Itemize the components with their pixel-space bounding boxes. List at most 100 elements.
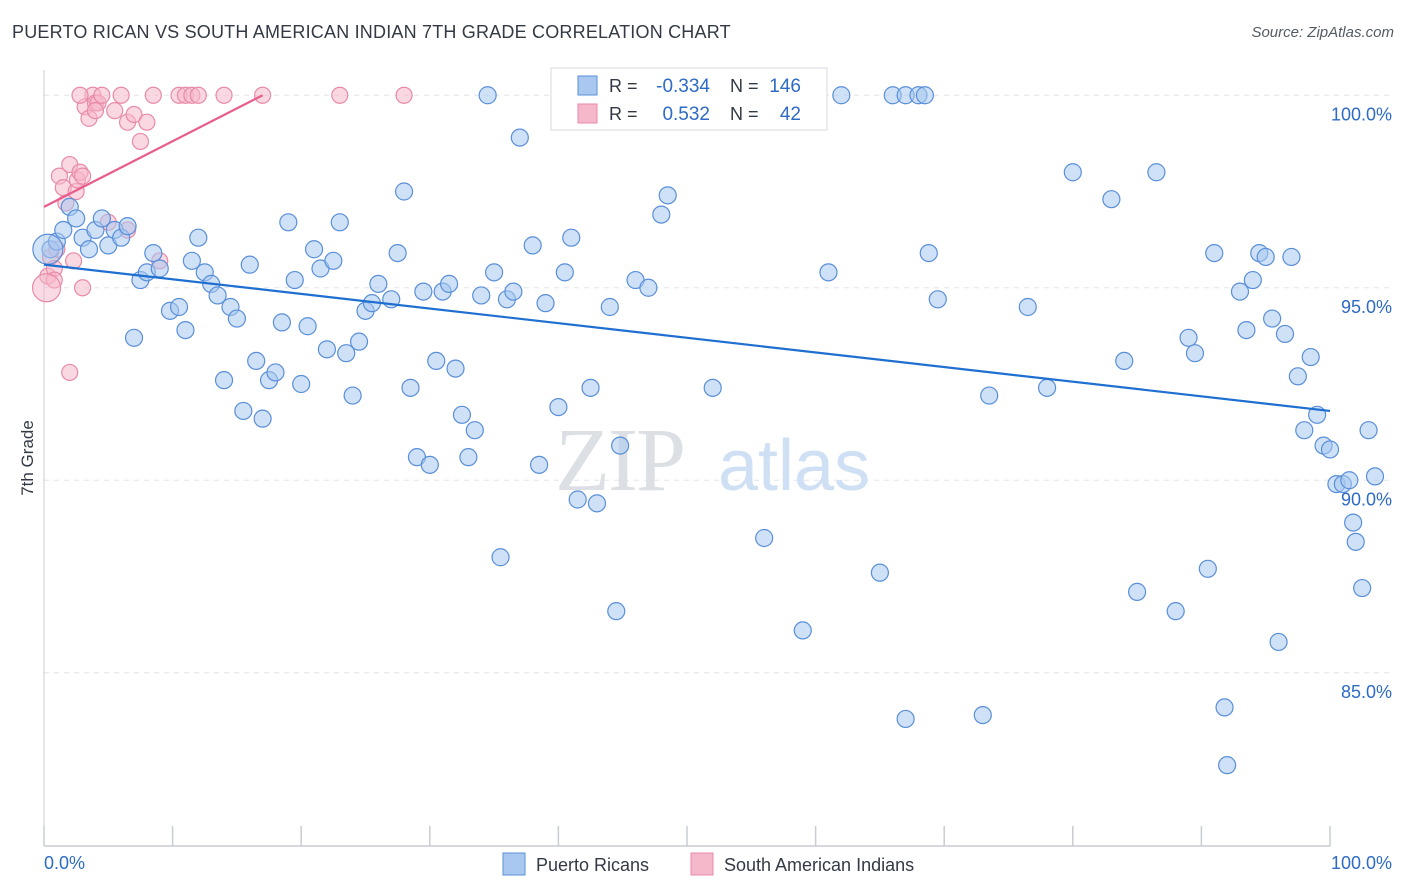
- puerto-rican-point-131: [1282, 247, 1301, 267]
- puerto-rican-trend-line: [43, 263, 1331, 413]
- south-american-indian-point-20: [106, 102, 124, 120]
- puerto-rican-point-109: [1018, 297, 1037, 317]
- y-tick-label-3: 85.0%: [1341, 682, 1392, 702]
- legend-n-value-2: 42: [780, 104, 801, 125]
- puerto-rican-point-17: [150, 259, 169, 278]
- legend-r-value-1: -0.334: [656, 76, 710, 97]
- puerto-rican-point-52: [388, 244, 407, 263]
- puerto-rican-point-127: [1256, 247, 1275, 267]
- puerto-rican-point-56: [414, 282, 433, 301]
- puerto-rican-point-42: [317, 340, 337, 359]
- puerto-rican-point-125: [1243, 270, 1262, 290]
- puerto-rican-point-45: [337, 344, 356, 363]
- puerto-rican-point-39: [298, 317, 317, 336]
- puerto-rican-cluster-point: [32, 233, 64, 265]
- watermark: ZIP atlas: [555, 411, 870, 510]
- puerto-rican-point-26: [214, 371, 234, 390]
- x-tick-label-max: 100.0%: [1331, 853, 1392, 873]
- puerto-rican-point-129: [1269, 632, 1288, 652]
- puerto-rican-point-78: [568, 490, 587, 509]
- puerto-rican-point-72: [523, 236, 542, 255]
- legend-n-label-1: N =: [730, 76, 759, 96]
- legend-n-label-2: N =: [730, 104, 759, 124]
- puerto-rican-point-130: [1275, 324, 1295, 344]
- puerto-rican-point-82: [607, 602, 626, 621]
- puerto-rican-point-145: [1365, 467, 1385, 486]
- south-american-indian-point-26: [144, 86, 162, 104]
- puerto-rican-point-20: [176, 321, 195, 340]
- y-tick-label-1: 95.0%: [1341, 297, 1392, 317]
- puerto-rican-point-8: [92, 209, 111, 228]
- puerto-rican-point-43: [324, 251, 343, 270]
- x-ticks: [43, 826, 1331, 846]
- puerto-rican-point-50: [369, 274, 388, 293]
- puerto-rican-point-77: [562, 228, 581, 247]
- puerto-rican-point-97: [819, 263, 838, 282]
- puerto-rican-point-142: [1346, 532, 1365, 551]
- puerto-rican-point-65: [472, 286, 491, 305]
- south-american-indian-point-31: [189, 86, 207, 104]
- puerto-rican-point-106: [928, 290, 947, 309]
- puerto-rican-point-141: [1344, 513, 1363, 532]
- puerto-rican-point-128: [1263, 309, 1282, 328]
- puerto-rican-point-37: [285, 270, 304, 290]
- puerto-rican-point-134: [1301, 347, 1320, 367]
- south-american-indian-point-32: [215, 86, 233, 104]
- puerto-rican-point-104: [915, 86, 935, 105]
- chart-source: Source: ZipAtlas.com: [1251, 24, 1394, 41]
- puerto-rican-point-68: [491, 548, 510, 567]
- puerto-rican-point-112: [1102, 190, 1121, 209]
- puerto-rican-point-76: [555, 263, 574, 282]
- puerto-rican-point-36: [279, 213, 298, 232]
- puerto-rican-point-122: [1218, 756, 1237, 775]
- y-tick-label-0: 100.0%: [1331, 104, 1392, 124]
- puerto-rican-point-93: [755, 528, 774, 548]
- bottom-legend-swatch-pink: [690, 852, 714, 876]
- legend-r-value-2: 0.532: [662, 104, 710, 125]
- puerto-rican-point-132: [1288, 367, 1307, 386]
- legend-n-value-1: 146: [769, 76, 801, 97]
- x-tick-label-min: 0.0%: [44, 853, 85, 873]
- puerto-rican-point-108: [980, 386, 999, 405]
- puerto-rican-point-144: [1359, 421, 1378, 440]
- puerto-rican-point-87: [658, 186, 677, 205]
- trend-lines: [43, 94, 1331, 413]
- puerto-rican-point-19: [169, 297, 189, 317]
- watermark-atlas: atlas: [718, 426, 870, 506]
- south-american-indian-point-34: [331, 86, 349, 104]
- puerto-rican-point-22: [189, 228, 208, 247]
- puerto-rican-point-32: [253, 409, 272, 428]
- puerto-rican-point-44: [330, 213, 349, 232]
- south-american-indian-point-35: [395, 86, 413, 104]
- puerto-rican-point-64: [465, 421, 484, 440]
- puerto-rican-point-113: [1115, 351, 1134, 370]
- puerto-rican-point-63: [459, 448, 478, 467]
- puerto-rican-point-47: [349, 332, 369, 351]
- puerto-rican-point-116: [1166, 602, 1185, 621]
- puerto-rican-point-71: [510, 128, 529, 147]
- south-american-indian-point-24: [131, 132, 150, 151]
- stats-legend: R = -0.334 N = 146 R = 0.532 N = 42: [550, 67, 828, 131]
- puerto-rican-point-137: [1320, 440, 1340, 459]
- puerto-rican-point-105: [919, 244, 938, 263]
- puerto-rican-point-73: [530, 455, 549, 474]
- puerto-rican-point-46: [343, 386, 362, 405]
- legend-r-label-1: R =: [609, 76, 638, 96]
- puerto-rican-point-34: [266, 363, 285, 382]
- puerto-rican-point-85: [639, 278, 658, 297]
- puerto-rican-point-16: [144, 244, 163, 263]
- puerto-rican-point-98: [832, 86, 851, 105]
- puerto-rican-point-117: [1179, 328, 1198, 347]
- y-tick-label-2: 90.0%: [1341, 489, 1392, 509]
- y-axis-label: 7th Grade: [18, 420, 37, 496]
- puerto-rican-point-124: [1237, 321, 1256, 340]
- puerto-rican-point-6: [79, 240, 99, 259]
- puerto-rican-point-2: [54, 220, 73, 240]
- puerto-rican-point-25: [208, 286, 227, 305]
- puerto-rican-point-13: [124, 328, 144, 347]
- puerto-rican-point-53: [394, 182, 414, 201]
- puerto-rican-point-120: [1205, 244, 1224, 263]
- puerto-rican-point-40: [304, 240, 324, 259]
- chart-title: PUERTO RICAN VS SOUTH AMERICAN INDIAN 7T…: [12, 22, 731, 42]
